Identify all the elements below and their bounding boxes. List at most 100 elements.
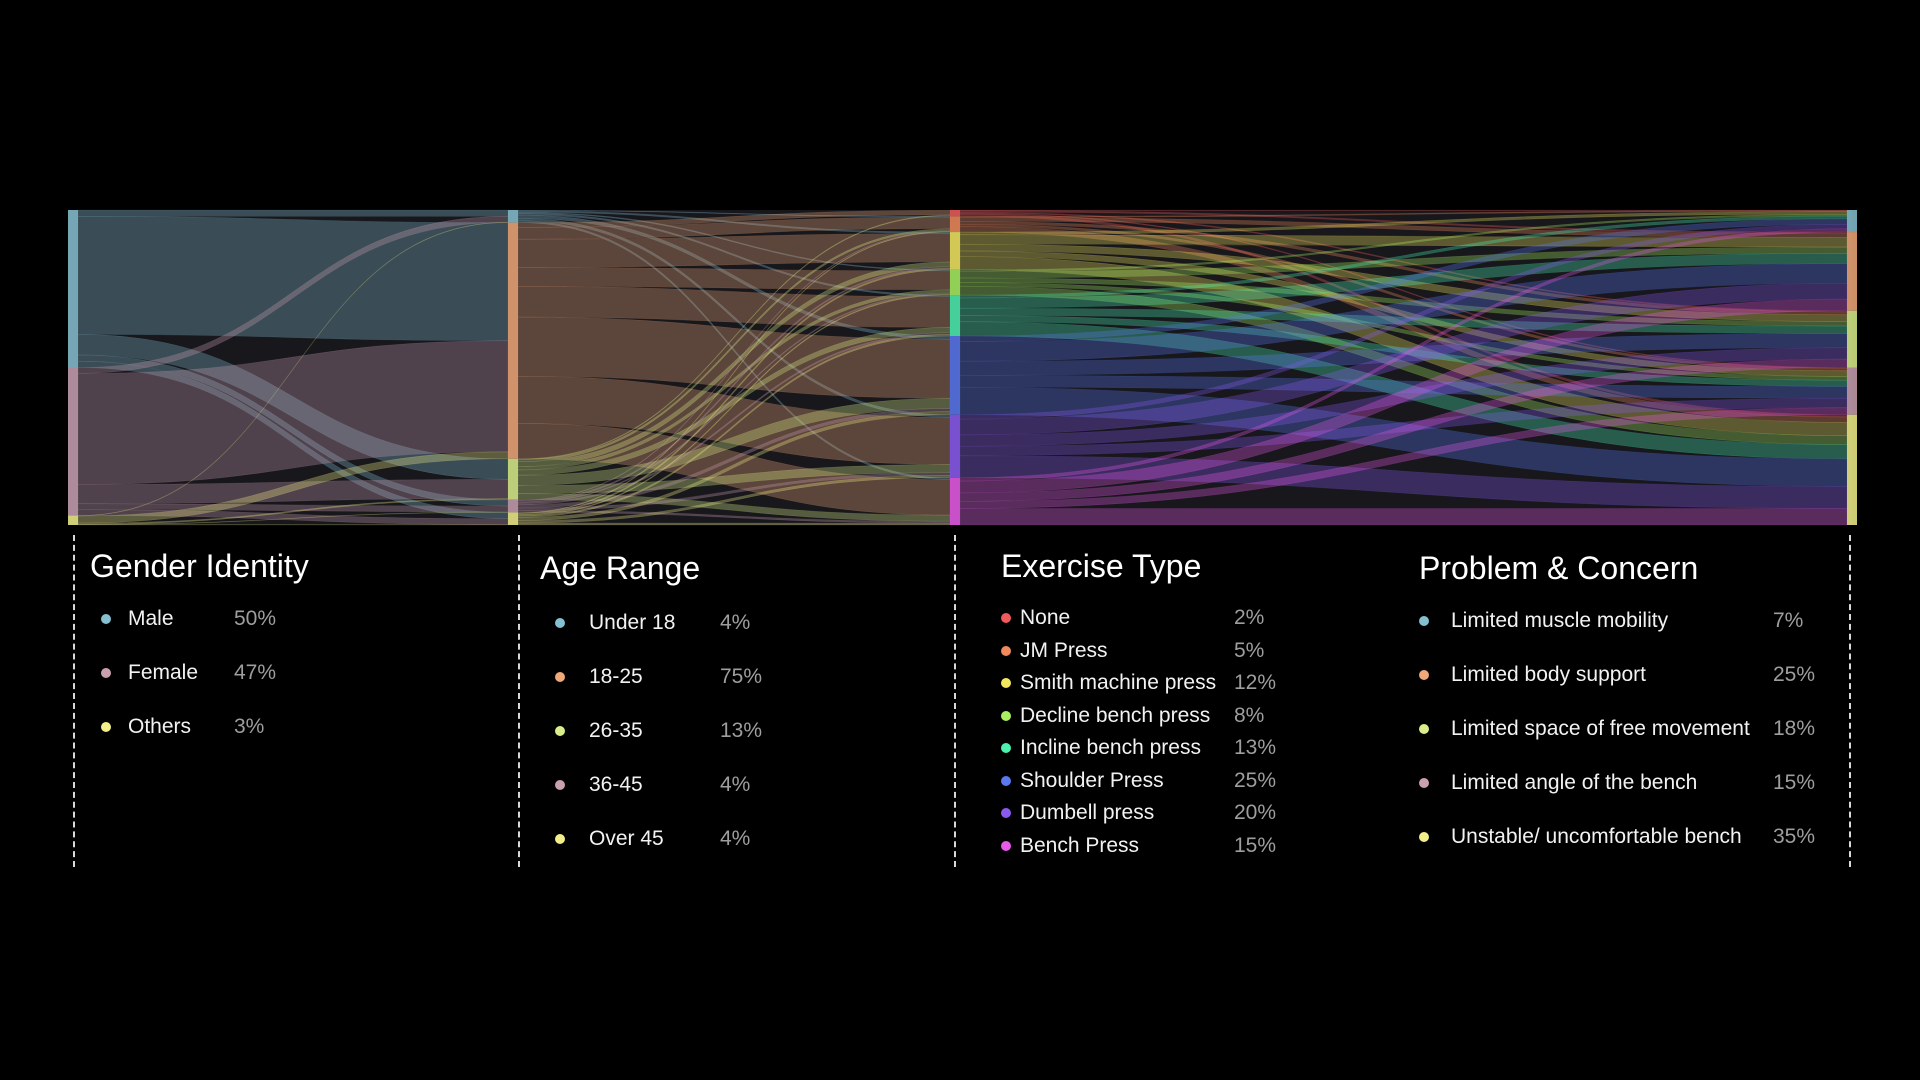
legend-title-gender: Gender Identity xyxy=(90,548,309,584)
flow-group-age xyxy=(517,209,951,526)
legend-dot xyxy=(1001,808,1011,818)
node-bar-gender xyxy=(68,210,78,368)
legend-title-concern: Problem & Concern xyxy=(1419,550,1699,586)
node-bar-exercise xyxy=(950,210,960,217)
legend-label: Limited muscle mobility xyxy=(1451,609,1669,632)
legend-dot xyxy=(555,780,565,790)
legend-dot xyxy=(101,722,111,732)
legend-value: 50% xyxy=(234,607,277,630)
legend-value: 35% xyxy=(1773,825,1816,848)
legend-label: 18-25 xyxy=(589,665,643,688)
flow-band xyxy=(959,508,1848,526)
legend-dot xyxy=(555,672,565,682)
node-bar-gender xyxy=(68,515,78,525)
legend-value: 20% xyxy=(1234,801,1277,824)
legend-label: Male xyxy=(128,607,174,630)
legend-value: 25% xyxy=(1234,769,1277,792)
legend-label: Over 45 xyxy=(589,827,664,850)
legend-label: Unstable/ uncomfortable bench xyxy=(1451,825,1742,848)
legend-label: Others xyxy=(128,715,192,738)
node-bar-gender xyxy=(68,367,78,516)
node-bar-exercise xyxy=(950,216,960,233)
legend-title-age: Age Range xyxy=(540,550,701,586)
legend-value: 25% xyxy=(1773,663,1816,686)
legend-dot xyxy=(1001,776,1011,786)
legend-label: Smith machine press xyxy=(1020,671,1217,694)
legend-value: 15% xyxy=(1234,834,1277,857)
node-bar-age xyxy=(508,458,518,500)
legend-dot xyxy=(555,726,565,736)
node-bar-exercise xyxy=(950,477,960,525)
legend-label: JM Press xyxy=(1020,639,1108,662)
legend-label: Shoulder Press xyxy=(1020,769,1164,792)
legend-label: Bench Press xyxy=(1020,834,1140,857)
node-bar-exercise xyxy=(950,269,960,296)
legend-label: Limited space of free movement xyxy=(1451,717,1750,740)
legend-dot xyxy=(555,618,565,628)
legend-value: 13% xyxy=(720,719,763,742)
divider-gender xyxy=(73,535,75,867)
legend-label: Incline bench press xyxy=(1020,736,1201,759)
legend-label: 26-35 xyxy=(589,719,643,742)
legend-value: 7% xyxy=(1773,609,1804,632)
node-bar-exercise xyxy=(950,295,960,336)
legend-label: Limited angle of the bench xyxy=(1451,771,1698,794)
legend-value: 4% xyxy=(720,773,751,796)
legend-value: 13% xyxy=(1234,736,1277,759)
node-bar-exercise xyxy=(950,336,960,415)
legend-dot xyxy=(1001,646,1011,656)
flow-group-exercise xyxy=(959,209,1848,526)
divider-exercise xyxy=(954,535,956,867)
node-bar-age xyxy=(508,499,518,513)
flow-group-gender xyxy=(77,209,509,526)
legend-value: 5% xyxy=(1234,639,1265,662)
legend-dot xyxy=(555,834,565,844)
node-bar-concern xyxy=(1847,367,1857,415)
divider-concern xyxy=(1849,535,1851,867)
node-bar-age xyxy=(508,222,518,459)
legend-label: Limited body support xyxy=(1451,663,1646,686)
node-bar-exercise xyxy=(950,414,960,478)
legend-dot xyxy=(1001,743,1011,753)
legend-dot xyxy=(1419,670,1429,680)
legend-value: 8% xyxy=(1234,704,1265,727)
legend-label: 36-45 xyxy=(589,773,643,796)
node-bar-concern xyxy=(1847,310,1857,368)
legend-title-exercise: Exercise Type xyxy=(1001,548,1202,584)
flow-band xyxy=(77,215,509,342)
divider-age xyxy=(518,535,520,867)
flow-band xyxy=(77,209,509,217)
legend-dot xyxy=(1419,724,1429,734)
legend-dot xyxy=(1001,711,1011,721)
legend-value: 3% xyxy=(234,715,265,738)
legend-label: Dumbell press xyxy=(1020,801,1155,824)
node-bar-age xyxy=(508,512,518,525)
legend-value: 15% xyxy=(1773,771,1816,794)
legend-dot xyxy=(1419,616,1429,626)
legend-value: 12% xyxy=(1234,671,1277,694)
legend-dot xyxy=(101,668,111,678)
legend-value: 47% xyxy=(234,661,277,684)
legend-value: 4% xyxy=(720,827,751,850)
legend-label: Decline bench press xyxy=(1020,704,1211,727)
legend-dot xyxy=(1001,841,1011,851)
legend-dot xyxy=(1001,613,1011,623)
legend-value: 75% xyxy=(720,665,763,688)
legend-label: Under 18 xyxy=(589,611,676,634)
legend-dot xyxy=(1419,832,1429,842)
legend-dot xyxy=(1001,678,1011,688)
legend-dot xyxy=(101,614,111,624)
flow-band xyxy=(517,522,951,526)
node-bar-age xyxy=(508,210,518,223)
legend-dot xyxy=(1419,778,1429,788)
legend-value: 2% xyxy=(1234,606,1265,629)
legend-label: None xyxy=(1020,606,1071,629)
node-bar-concern xyxy=(1847,414,1857,525)
legend-label: Female xyxy=(128,661,199,684)
node-bar-exercise xyxy=(950,232,960,270)
legend-value: 18% xyxy=(1773,717,1816,740)
node-bar-concern xyxy=(1847,210,1857,233)
node-bar-concern xyxy=(1847,232,1857,311)
legend-value: 4% xyxy=(720,611,751,634)
